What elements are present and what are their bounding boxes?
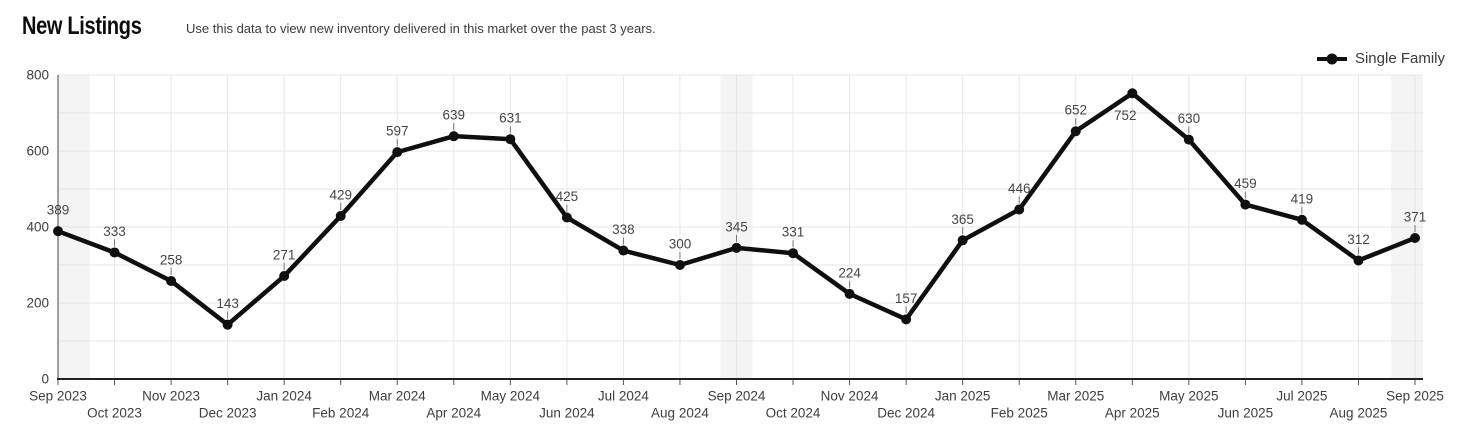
x-axis-label: Jan 2024 [256,389,312,404]
data-point-label: 389 [47,203,70,218]
x-axis-label: Aug 2025 [1330,406,1388,421]
data-point-label: 597 [386,124,409,139]
data-point-marker[interactable] [901,314,912,325]
data-point-label: 338 [612,222,635,237]
y-axis-label: 200 [26,296,49,311]
data-point-marker[interactable] [1014,204,1025,215]
y-axis-label: 800 [26,68,49,83]
x-axis-label: Jun 2024 [539,406,595,421]
x-axis-label: Nov 2024 [821,389,879,404]
legend: Single Family [1316,50,1445,67]
data-point-label: 258 [160,252,183,267]
legend-line-dot-icon [1316,53,1347,65]
data-point-label: 652 [1064,103,1087,118]
data-point-marker[interactable] [1296,214,1307,225]
data-point-marker[interactable] [1183,134,1194,145]
x-axis-label: May 2024 [481,389,541,404]
data-point-marker[interactable] [674,260,685,270]
x-axis-label: Jul 2024 [598,389,650,404]
data-point-marker[interactable] [109,247,120,258]
x-axis-label: Sep 2024 [708,389,766,404]
data-point-label: 752 [1114,108,1137,123]
data-point-marker[interactable] [844,288,855,299]
data-point-marker[interactable] [1070,126,1081,137]
x-axis-label: Feb 2024 [312,406,370,421]
data-point-marker[interactable] [1240,199,1251,210]
data-point-marker[interactable] [731,242,742,253]
data-point-label: 345 [725,219,748,234]
x-axis-label: Nov 2023 [142,389,200,404]
data-point-marker[interactable] [1127,88,1138,99]
data-point-label: 371 [1404,210,1427,225]
x-axis-label: Apr 2024 [426,406,481,421]
data-point-label: 446 [1008,181,1031,196]
data-point-marker[interactable] [1353,255,1364,266]
x-axis-label: Feb 2025 [991,406,1048,421]
page-title: New Listings [22,12,142,40]
data-point-marker[interactable] [166,275,177,286]
data-point-marker[interactable] [392,147,403,158]
x-axis-label: Jul 2025 [1276,389,1327,404]
data-point-label: 631 [499,111,522,126]
data-point-label: 365 [951,212,974,227]
data-point-label: 429 [329,187,352,202]
data-point-label: 300 [669,237,692,252]
y-axis-label: 0 [41,372,49,387]
x-axis-label: Dec 2023 [199,406,257,421]
data-point-marker[interactable] [279,271,290,282]
data-point-label: 331 [782,225,805,240]
data-point-marker[interactable] [957,235,968,246]
x-axis-label: Oct 2023 [87,406,142,421]
data-point-label: 333 [103,224,126,239]
x-axis-label: Mar 2024 [369,389,427,404]
x-axis-label: Dec 2024 [877,406,935,421]
data-point-label: 143 [216,296,239,311]
data-point-label: 157 [895,291,918,306]
x-axis-label: Sep 2025 [1386,389,1444,404]
data-point-marker[interactable] [788,248,799,259]
x-axis-label: Jan 2025 [935,389,991,404]
data-point-marker[interactable] [335,210,346,221]
x-axis-label: Aug 2024 [651,406,709,421]
data-point-label: 459 [1234,176,1257,191]
data-point-label: 425 [556,189,579,204]
x-axis-label: Oct 2024 [766,406,821,421]
data-point-label: 630 [1178,111,1201,126]
y-axis-label: 600 [26,144,49,159]
x-axis-label: Mar 2025 [1047,389,1104,404]
data-point-marker[interactable] [1410,233,1420,244]
data-point-label: 271 [273,248,296,263]
data-point-marker[interactable] [561,212,572,223]
x-axis-label: Sep 2023 [29,389,87,404]
x-axis-label: Jun 2025 [1218,406,1274,421]
data-point-marker[interactable] [448,131,459,142]
x-axis-label: Apr 2025 [1105,406,1160,421]
data-point-marker[interactable] [618,245,629,256]
x-axis-label: May 2025 [1159,389,1218,404]
data-point-marker[interactable] [505,134,516,145]
data-point-label: 419 [1291,191,1314,206]
data-point-label: 639 [443,108,466,123]
data-point-label: 224 [838,265,861,280]
data-point-label: 312 [1347,232,1370,247]
chart-subtitle: Use this data to view new inventory deli… [186,21,656,36]
data-point-marker[interactable] [222,319,233,330]
legend-item-single-family[interactable]: Single Family [1354,50,1445,67]
data-point-marker[interactable] [53,226,63,237]
y-axis-label: 400 [26,220,49,235]
